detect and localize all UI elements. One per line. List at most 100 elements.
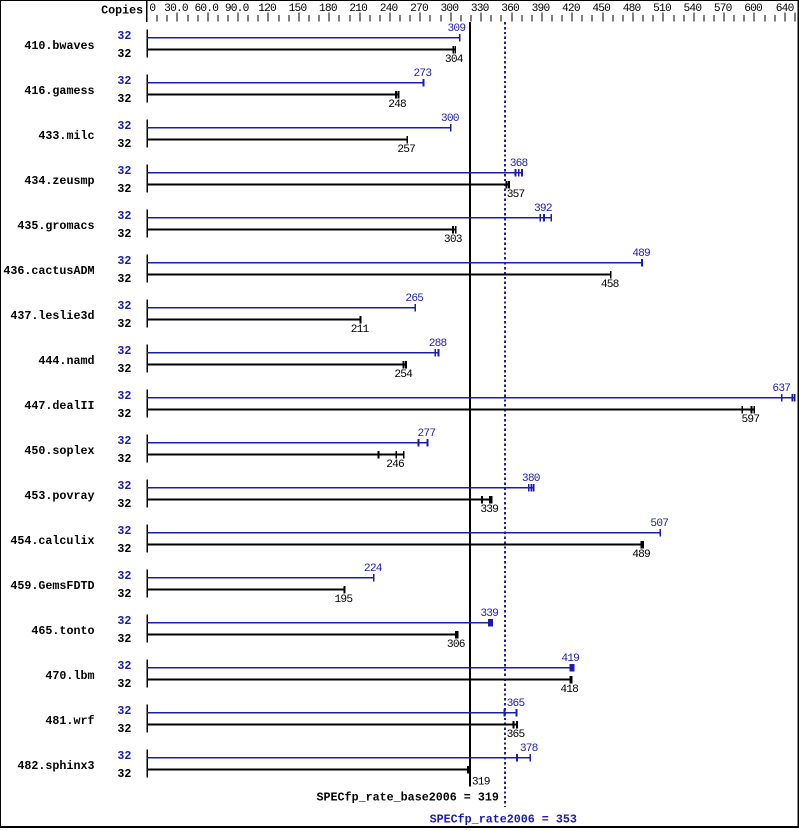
svg-text:368: 368 — [510, 158, 528, 170]
svg-text:270: 270 — [410, 3, 429, 15]
svg-text:447.dealII: 447.dealII — [24, 399, 94, 413]
svg-text:30.0: 30.0 — [164, 3, 189, 15]
svg-text:453.povray: 453.povray — [24, 489, 94, 503]
svg-text:32: 32 — [117, 614, 131, 628]
svg-text:32: 32 — [117, 542, 131, 556]
svg-text:32: 32 — [117, 74, 131, 88]
svg-text:32: 32 — [117, 227, 131, 241]
svg-text:378: 378 — [520, 743, 538, 755]
svg-text:482.sphinx3: 482.sphinx3 — [17, 759, 94, 773]
svg-text:32: 32 — [117, 119, 131, 133]
svg-text:32: 32 — [117, 722, 131, 736]
svg-text:570: 570 — [714, 3, 733, 15]
svg-text:410.bwaves: 410.bwaves — [24, 39, 94, 53]
svg-text:360: 360 — [501, 3, 520, 15]
svg-text:120: 120 — [258, 3, 277, 15]
svg-text:420: 420 — [562, 3, 581, 15]
svg-text:32: 32 — [117, 47, 131, 61]
svg-text:273: 273 — [414, 68, 432, 80]
svg-text:246: 246 — [386, 459, 404, 471]
svg-text:540: 540 — [684, 3, 703, 15]
svg-text:32: 32 — [117, 587, 131, 601]
svg-text:32: 32 — [117, 569, 131, 583]
svg-text:32: 32 — [117, 677, 131, 691]
svg-text:433.milc: 433.milc — [38, 129, 94, 143]
svg-text:90.0: 90.0 — [225, 3, 250, 15]
svg-text:365: 365 — [507, 729, 525, 741]
svg-text:32: 32 — [117, 317, 131, 331]
svg-text:60.0: 60.0 — [194, 3, 219, 15]
svg-text:465.tonto: 465.tonto — [31, 624, 94, 638]
svg-text:32: 32 — [117, 182, 131, 196]
svg-text:418: 418 — [560, 684, 578, 696]
svg-text:32: 32 — [117, 299, 131, 313]
svg-text:300: 300 — [441, 3, 460, 15]
svg-text:306: 306 — [447, 639, 465, 651]
svg-text:32: 32 — [117, 362, 131, 376]
svg-text:419: 419 — [561, 653, 579, 665]
svg-text:300: 300 — [441, 113, 460, 125]
svg-text:330: 330 — [471, 3, 490, 15]
svg-text:470.lbm: 470.lbm — [45, 669, 94, 683]
svg-text:224: 224 — [364, 563, 383, 575]
svg-text:SPECfp_rate_base2006 = 319: SPECfp_rate_base2006 = 319 — [317, 791, 499, 805]
svg-text:195: 195 — [335, 594, 353, 606]
svg-text:339: 339 — [480, 504, 498, 516]
svg-text:489: 489 — [632, 248, 650, 260]
svg-text:481.wrf: 481.wrf — [45, 714, 94, 728]
svg-text:32: 32 — [117, 452, 131, 466]
svg-text:277: 277 — [418, 428, 436, 440]
svg-text:150: 150 — [289, 3, 308, 15]
svg-text:32: 32 — [117, 272, 131, 286]
svg-text:459.GemsFDTD: 459.GemsFDTD — [10, 579, 94, 593]
svg-text:32: 32 — [117, 209, 131, 223]
svg-text:380: 380 — [522, 473, 541, 485]
svg-text:600: 600 — [744, 3, 763, 15]
svg-text:32: 32 — [117, 632, 131, 646]
svg-text:32: 32 — [117, 389, 131, 403]
svg-text:32: 32 — [117, 659, 131, 673]
svg-text:437.leslie3d: 437.leslie3d — [10, 309, 94, 323]
svg-text:640: 640 — [776, 3, 795, 15]
svg-text:32: 32 — [117, 524, 131, 538]
svg-text:32: 32 — [117, 29, 131, 43]
svg-text:32: 32 — [117, 704, 131, 718]
svg-text:458: 458 — [601, 279, 619, 291]
svg-text:309: 309 — [448, 23, 466, 35]
svg-text:SPECfp_rate2006 = 353: SPECfp_rate2006 = 353 — [430, 812, 577, 826]
svg-text:257: 257 — [397, 144, 415, 156]
svg-text:32: 32 — [117, 407, 131, 421]
svg-text:32: 32 — [117, 767, 131, 781]
svg-text:Copies: Copies — [101, 4, 143, 18]
svg-text:265: 265 — [405, 293, 423, 305]
svg-text:180: 180 — [319, 3, 338, 15]
svg-text:480: 480 — [623, 3, 642, 15]
svg-text:435.gromacs: 435.gromacs — [17, 219, 94, 233]
svg-text:32: 32 — [117, 749, 131, 763]
svg-text:32: 32 — [117, 164, 131, 178]
svg-text:32: 32 — [117, 479, 131, 493]
svg-text:637: 637 — [772, 383, 790, 395]
svg-text:444.namd: 444.namd — [38, 354, 94, 368]
svg-text:32: 32 — [117, 92, 131, 106]
svg-text:510: 510 — [653, 3, 672, 15]
svg-text:436.cactusADM: 436.cactusADM — [3, 264, 94, 278]
svg-text:365: 365 — [507, 698, 525, 710]
svg-text:357: 357 — [507, 189, 525, 201]
svg-text:254: 254 — [394, 369, 413, 381]
svg-text:211: 211 — [351, 324, 370, 336]
svg-text:303: 303 — [444, 234, 462, 246]
svg-text:450: 450 — [592, 3, 611, 15]
svg-text:32: 32 — [117, 497, 131, 511]
svg-text:248: 248 — [388, 99, 406, 111]
svg-text:32: 32 — [117, 434, 131, 448]
svg-text:32: 32 — [117, 344, 131, 358]
svg-text:32: 32 — [117, 137, 131, 151]
svg-text:597: 597 — [742, 414, 760, 426]
svg-text:390: 390 — [532, 3, 551, 15]
svg-text:319: 319 — [472, 777, 490, 789]
svg-text:507: 507 — [650, 518, 668, 530]
svg-text:489: 489 — [632, 549, 650, 561]
svg-text:392: 392 — [534, 203, 552, 215]
svg-text:434.zeusmp: 434.zeusmp — [24, 174, 94, 188]
